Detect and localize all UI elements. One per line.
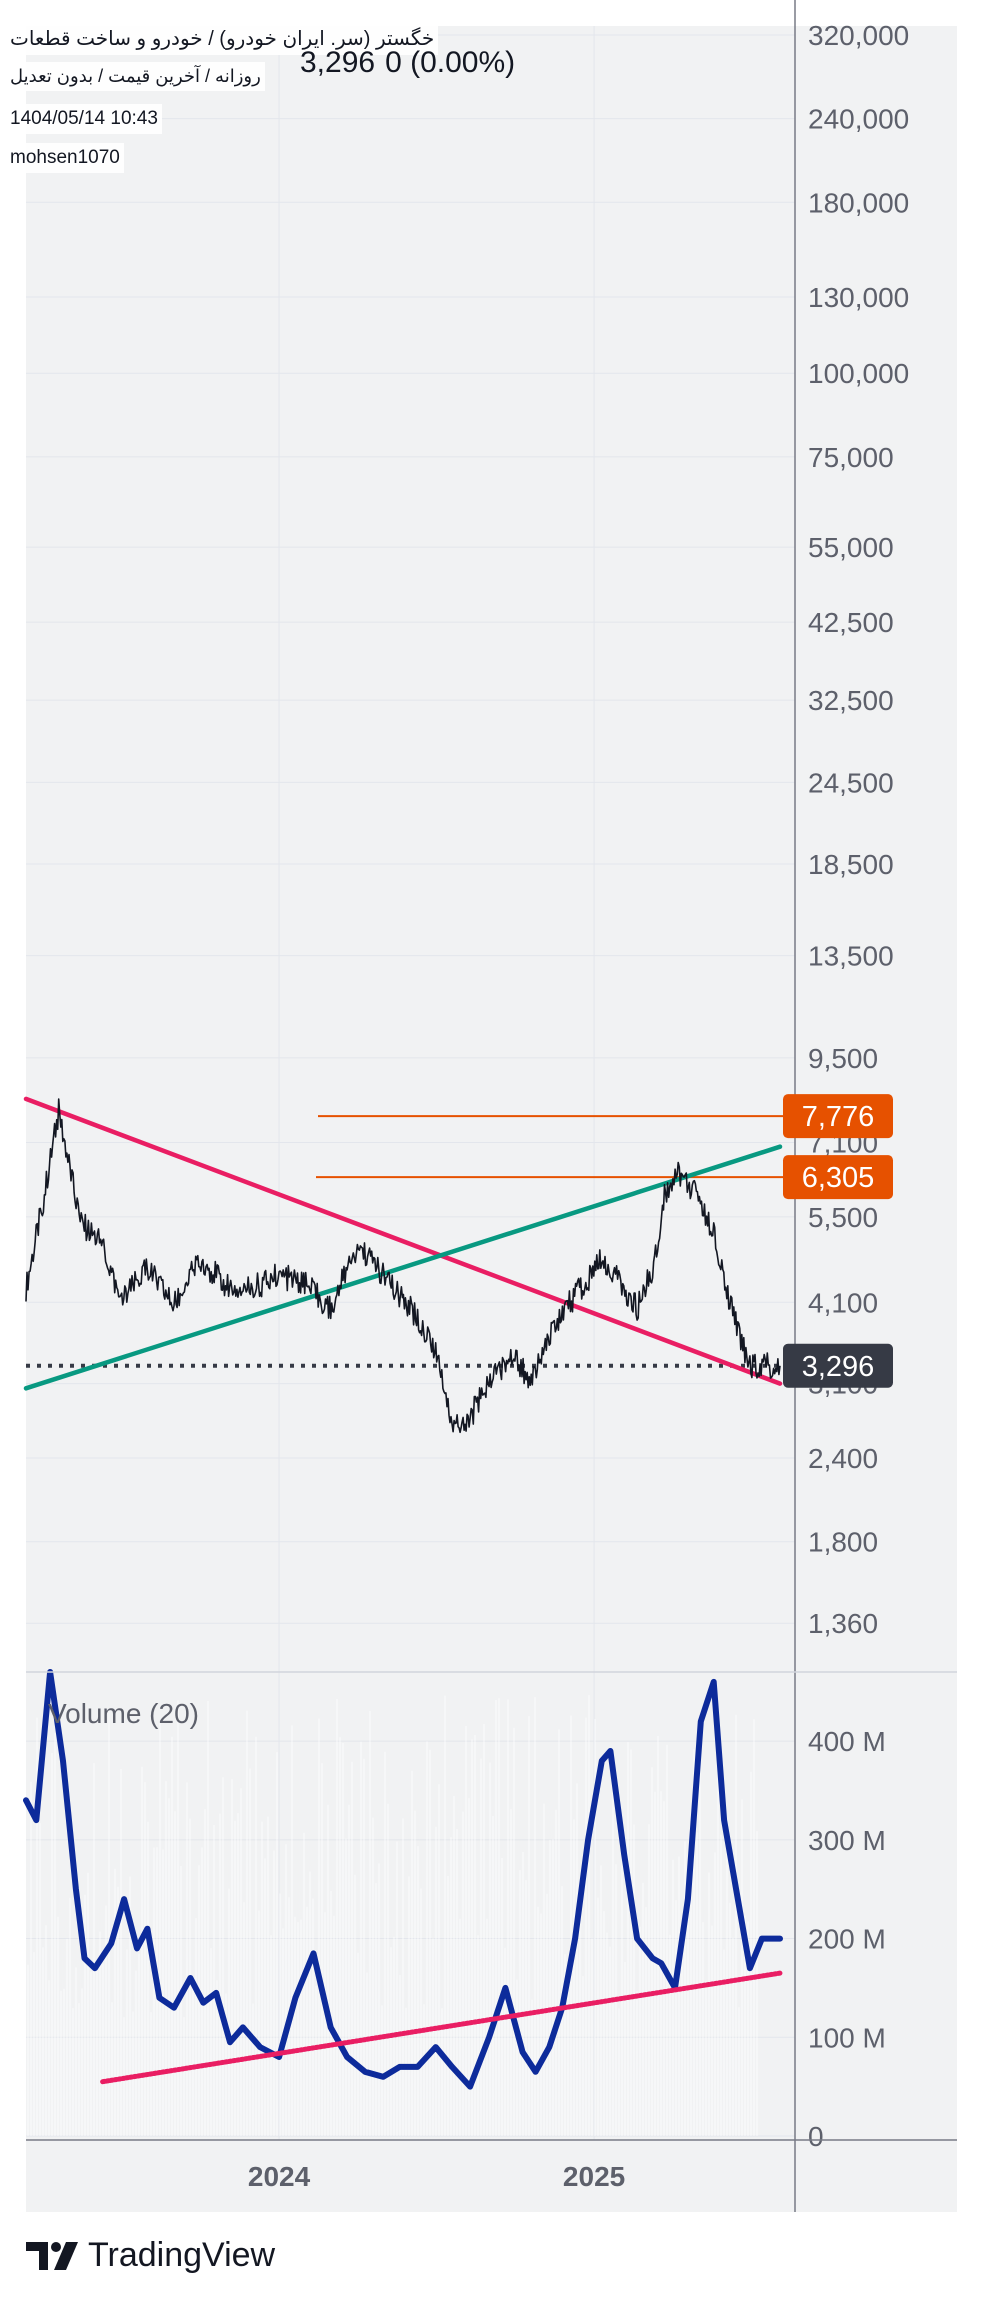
price-tick-label: 1,360 bbox=[808, 1608, 878, 1639]
volume-tick-label: 100 M bbox=[808, 2022, 886, 2053]
price-panel bbox=[23, 1096, 795, 1434]
price-tick-label: 100,000 bbox=[808, 358, 909, 389]
volume-trendline-pink bbox=[100, 1970, 783, 2085]
price-readout: 3,296 0 (0.00%) bbox=[300, 46, 525, 80]
volume-tick-label: 300 M bbox=[808, 1825, 886, 1856]
trendline-pink bbox=[23, 1096, 783, 1386]
symbol-title: خگستر (سر. ایران خودرو) / خودرو و ساخت ق… bbox=[6, 22, 439, 55]
price-tick-label: 180,000 bbox=[808, 187, 909, 218]
price-tick-label: 42,500 bbox=[808, 607, 894, 638]
volume-indicator-label: Volume (20) bbox=[48, 1698, 199, 1729]
volume-tick-label: 200 M bbox=[808, 1924, 886, 1955]
volume-tick-label: 400 M bbox=[808, 1726, 886, 1757]
price-tick-label: 5,500 bbox=[808, 1202, 878, 1233]
time-tick-label: 2024 bbox=[248, 2161, 311, 2192]
price-badge-bg bbox=[783, 1155, 893, 1200]
top-white-band bbox=[26, 0, 957, 26]
volume-ma-line bbox=[23, 1669, 783, 2090]
price-badge-label: 7,776 bbox=[802, 1101, 875, 1133]
price-change: 0 (0.00%) bbox=[385, 46, 516, 79]
footer-brand[interactable]: TradingView bbox=[26, 2236, 275, 2275]
tradingview-logo-icon bbox=[26, 2241, 78, 2270]
price-tick-label: 24,500 bbox=[808, 767, 894, 798]
price-tick-label: 1,800 bbox=[808, 1527, 878, 1558]
price-tick-label: 13,500 bbox=[808, 941, 894, 972]
volume-panel bbox=[23, 1669, 783, 2136]
price-tick-label: 9,500 bbox=[808, 1043, 878, 1074]
price-tick-label: 2,400 bbox=[808, 1443, 878, 1474]
price-tick-label: 32,500 bbox=[808, 685, 894, 716]
price-tick-label: 18,500 bbox=[808, 849, 894, 880]
price-tick-label: 240,000 bbox=[808, 104, 909, 135]
price-tick-label: 130,000 bbox=[808, 282, 909, 313]
price-series-line bbox=[25, 1098, 781, 1434]
publish-datetime: 1404/05/14 10:43 bbox=[6, 104, 162, 134]
price-tick-label: 320,000 bbox=[808, 20, 909, 51]
last-price: 3,296 bbox=[300, 46, 376, 79]
price-badge-label: 6,305 bbox=[802, 1162, 875, 1194]
trendline-green bbox=[23, 1144, 783, 1391]
author-name: mohsen1070 bbox=[6, 143, 124, 173]
tradingview-wordmark: TradingView bbox=[88, 2236, 276, 2274]
price-tick-label: 4,100 bbox=[808, 1287, 878, 1318]
volume-tick-label: 0 bbox=[808, 2121, 824, 2152]
grid bbox=[26, 26, 795, 2140]
price-badge-bg bbox=[783, 1343, 893, 1388]
symbol-subtitle: روزانه / آخرین قیمت / بدون تعدیل bbox=[6, 62, 265, 91]
price-badge-label: 3,296 bbox=[802, 1351, 875, 1383]
price-badge-bg bbox=[783, 1094, 893, 1139]
axes: 320,000 240,000 180,000 130,000 100,000 75,00… bbox=[26, 0, 957, 2212]
price-tick-label: 75,000 bbox=[808, 442, 894, 473]
time-tick-label: 2025 bbox=[563, 2161, 625, 2192]
price-tick-label: 55,000 bbox=[808, 532, 894, 563]
